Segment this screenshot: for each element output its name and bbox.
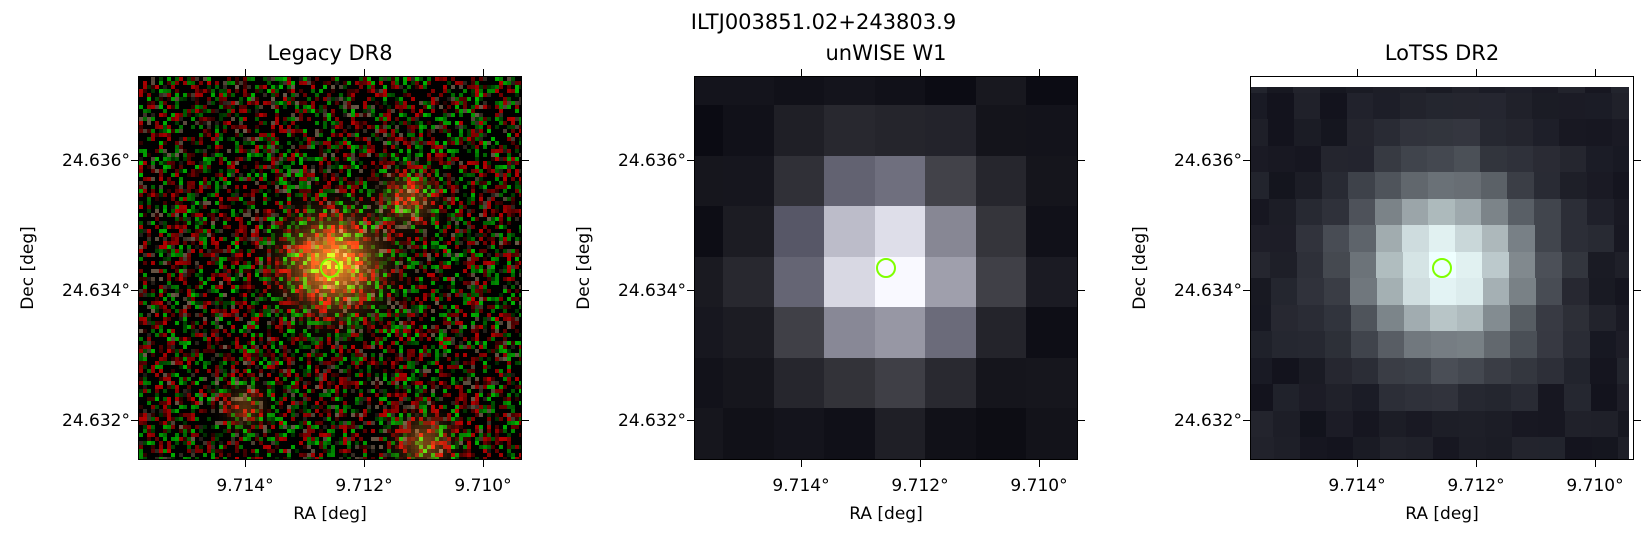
x-tick-label: 9.714° — [772, 476, 830, 496]
x-axis-label: RA [deg] — [1405, 504, 1479, 524]
y-tick-right — [522, 420, 529, 422]
x-tick-top — [801, 69, 803, 76]
y-tick-right — [1078, 160, 1085, 162]
x-tick-top — [1595, 69, 1597, 76]
y-tick-label: 24.634° — [1174, 281, 1242, 301]
x-tick-top — [1476, 69, 1478, 76]
y-tick — [687, 420, 694, 422]
x-tick-label: 9.710° — [454, 476, 512, 496]
y-tick-label: 24.632° — [1174, 411, 1242, 431]
x-tick-top — [364, 69, 366, 76]
x-tick — [1357, 460, 1359, 467]
y-tick-right — [522, 290, 529, 292]
y-axis-label: Dec [deg] — [574, 226, 594, 310]
y-axis-label: Dec [deg] — [1130, 226, 1150, 310]
y-tick-label: 24.636° — [1174, 151, 1242, 171]
panel-title: Legacy DR8 — [267, 41, 393, 65]
x-tick — [364, 460, 366, 467]
y-tick-label: 24.632° — [62, 411, 130, 431]
panel-lotss-dr2: LoTSS DR2 9.714° 9.712° 9.710° 24.636° 2… — [1130, 41, 1641, 524]
x-tick — [1039, 460, 1041, 467]
y-tick — [1243, 420, 1250, 422]
y-tick-right — [1078, 420, 1085, 422]
y-tick — [687, 160, 694, 162]
x-tick — [801, 460, 803, 467]
panel-title: unWISE W1 — [825, 41, 947, 65]
x-tick-label: 9.710° — [1566, 476, 1624, 496]
panel-unwise-w1: unWISE W1 9.714° 9.712° 9.710° 24.636° 2… — [574, 41, 1085, 524]
y-tick — [131, 290, 138, 292]
source-position-circle — [320, 258, 340, 278]
x-tick — [920, 460, 922, 467]
x-tick-top — [1357, 69, 1359, 76]
x-tick — [245, 460, 247, 467]
y-tick-right — [1634, 290, 1641, 292]
y-tick-right — [1078, 290, 1085, 292]
panel-title: LoTSS DR2 — [1384, 41, 1500, 65]
y-tick-label: 24.634° — [62, 281, 130, 301]
source-position-circle — [1432, 258, 1452, 278]
x-tick-top — [483, 69, 485, 76]
y-tick-right — [1634, 160, 1641, 162]
x-tick-top — [245, 69, 247, 76]
y-tick-right — [522, 160, 529, 162]
x-tick-label: 9.712° — [1447, 476, 1505, 496]
y-tick-right — [1634, 420, 1641, 422]
source-position-circle — [876, 258, 896, 278]
y-tick-label: 24.634° — [618, 281, 686, 301]
y-tick — [687, 290, 694, 292]
x-tick — [1476, 460, 1478, 467]
y-tick — [1243, 160, 1250, 162]
y-tick-label: 24.632° — [618, 411, 686, 431]
y-tick — [131, 420, 138, 422]
y-tick-label: 24.636° — [62, 151, 130, 171]
x-tick-top — [920, 69, 922, 76]
x-tick-label: 9.710° — [1010, 476, 1068, 496]
x-tick — [483, 460, 485, 467]
x-axis-label: RA [deg] — [849, 504, 923, 524]
y-tick-label: 24.636° — [618, 151, 686, 171]
x-tick-label: 9.714° — [216, 476, 274, 496]
x-tick-label: 9.714° — [1328, 476, 1386, 496]
x-axis-label: RA [deg] — [293, 504, 367, 524]
panel-legacy-dr8: Legacy DR8 9.714° 9.712° 9.710° 24.636° … — [18, 41, 529, 524]
y-axis-label: Dec [deg] — [18, 226, 38, 310]
x-tick-top — [1039, 69, 1041, 76]
x-tick — [1595, 460, 1597, 467]
y-tick — [1243, 290, 1250, 292]
x-tick-label: 9.712° — [335, 476, 393, 496]
x-tick-label: 9.712° — [891, 476, 949, 496]
figure-title: ILTJ003851.02+243803.9 — [690, 10, 957, 34]
y-tick — [131, 160, 138, 162]
